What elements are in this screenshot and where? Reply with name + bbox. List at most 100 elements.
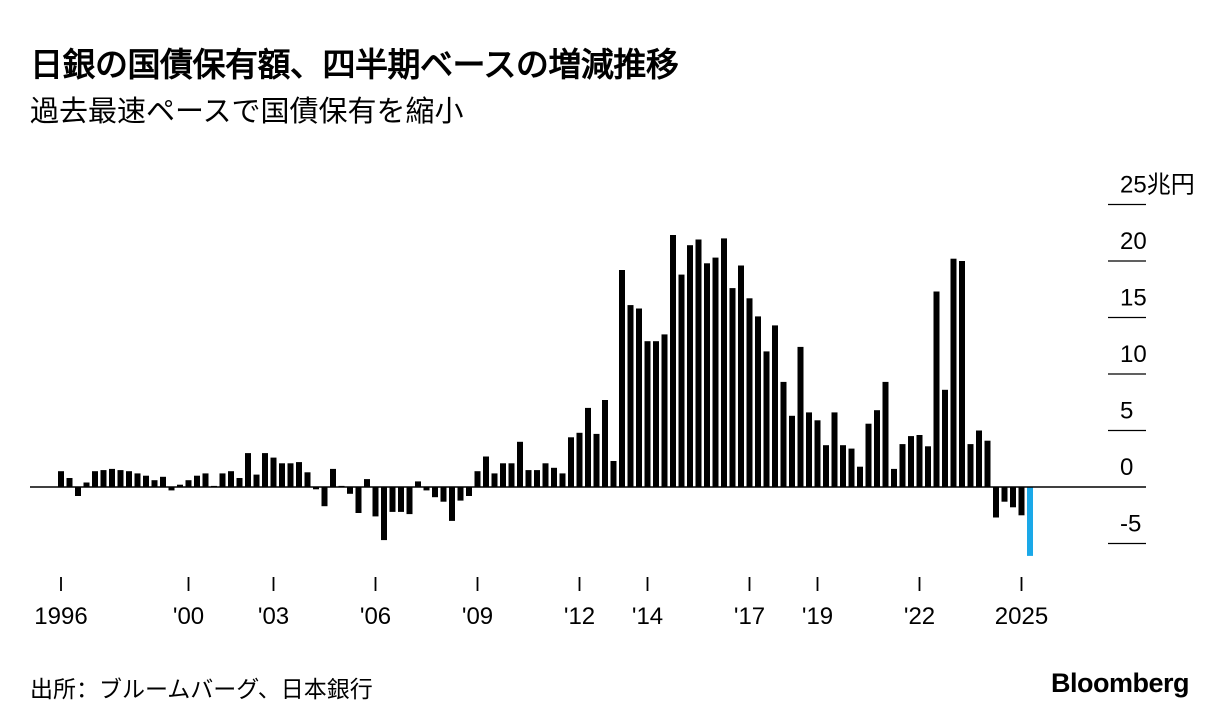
bar	[185, 480, 192, 487]
bar	[202, 473, 209, 487]
bar	[262, 453, 268, 487]
bar	[704, 263, 710, 487]
bar	[253, 474, 260, 487]
bar	[823, 445, 829, 487]
source-note: 出所：ブルームバーグ、日本銀行	[30, 677, 373, 703]
bar	[440, 487, 447, 502]
chart-subtitle: 過去最速ペースで国債保有を縮小	[30, 94, 464, 128]
bar	[406, 487, 413, 515]
bar	[993, 487, 999, 518]
bar	[602, 400, 608, 487]
bar	[882, 381, 889, 487]
bar	[1010, 487, 1016, 508]
bar	[83, 482, 90, 487]
bar	[585, 407, 591, 487]
bar	[432, 487, 438, 498]
bar	[177, 484, 183, 487]
bar	[797, 346, 804, 487]
x-tick-label: '22	[904, 603, 935, 630]
y-tick-label: 25兆円	[1120, 172, 1195, 199]
bar	[738, 265, 744, 487]
bar	[517, 441, 523, 487]
bar	[58, 471, 64, 487]
bar	[653, 341, 659, 487]
bar	[559, 473, 566, 487]
x-tick-label: '14	[632, 603, 663, 630]
bar	[100, 470, 107, 487]
bar	[661, 334, 668, 487]
bar	[593, 433, 600, 487]
bar	[474, 471, 481, 487]
bar	[1018, 487, 1025, 516]
bar	[508, 463, 515, 487]
x-tick-label: '09	[462, 603, 493, 630]
bar	[466, 487, 472, 496]
bar	[126, 471, 132, 487]
x-tick-label: '03	[258, 603, 289, 630]
x-tick-label: '00	[173, 603, 204, 630]
bar	[891, 468, 897, 487]
bar	[763, 351, 770, 487]
bar	[423, 487, 430, 491]
bar	[228, 471, 234, 487]
bar	[525, 470, 532, 487]
bar	[347, 487, 353, 494]
bar	[287, 463, 294, 487]
bar	[687, 245, 693, 487]
bar	[627, 305, 634, 487]
bar	[321, 487, 328, 507]
bar	[143, 475, 149, 487]
bar	[245, 453, 251, 487]
bar	[950, 258, 957, 487]
bars-group	[58, 235, 1033, 556]
bar	[483, 456, 489, 487]
bar	[313, 487, 319, 490]
bar	[840, 445, 846, 487]
bar	[219, 473, 226, 487]
bar	[381, 487, 387, 541]
bar	[236, 478, 243, 487]
bar	[304, 472, 311, 487]
bar	[109, 468, 115, 487]
x-tick-label: '06	[360, 603, 391, 630]
bar	[814, 420, 821, 487]
bar	[151, 480, 158, 487]
y-tick-label: 10	[1120, 341, 1147, 368]
bar	[959, 261, 965, 487]
bar	[984, 440, 991, 487]
bar	[976, 430, 982, 487]
bar	[500, 463, 506, 487]
bar	[755, 316, 761, 487]
bar	[551, 467, 557, 487]
bar	[415, 481, 421, 487]
bar	[576, 432, 583, 487]
bar	[330, 468, 336, 487]
chart-title: 日銀の国債保有額、四半期ベースの増減推移	[30, 45, 679, 84]
bar-latest	[1027, 487, 1033, 556]
x-tick-label: 1996	[34, 603, 87, 630]
y-tick-label: -5	[1120, 511, 1141, 538]
bar	[848, 448, 855, 487]
bar	[389, 487, 396, 512]
bar	[117, 470, 124, 487]
bar	[398, 487, 404, 512]
bar	[721, 238, 727, 487]
bar	[296, 462, 302, 487]
bar	[92, 471, 98, 487]
bar	[670, 235, 676, 487]
x-tick-label: '19	[802, 603, 833, 630]
bar	[1001, 487, 1008, 502]
bar	[75, 487, 81, 496]
bloomberg-logo: Bloomberg	[1050, 668, 1190, 698]
bar	[806, 412, 812, 487]
bar	[933, 291, 940, 487]
bar	[279, 463, 285, 487]
bar	[908, 436, 914, 487]
y-tick-label: 20	[1120, 228, 1147, 255]
bar	[610, 461, 617, 487]
bar	[457, 487, 464, 501]
x-tick-label: 2025	[995, 603, 1048, 630]
bar	[865, 423, 872, 487]
x-axis: 1996 '00 '03 '06 '09 '12 '14 '17 '19 '22 2025	[34, 577, 1048, 630]
bar	[194, 475, 200, 487]
